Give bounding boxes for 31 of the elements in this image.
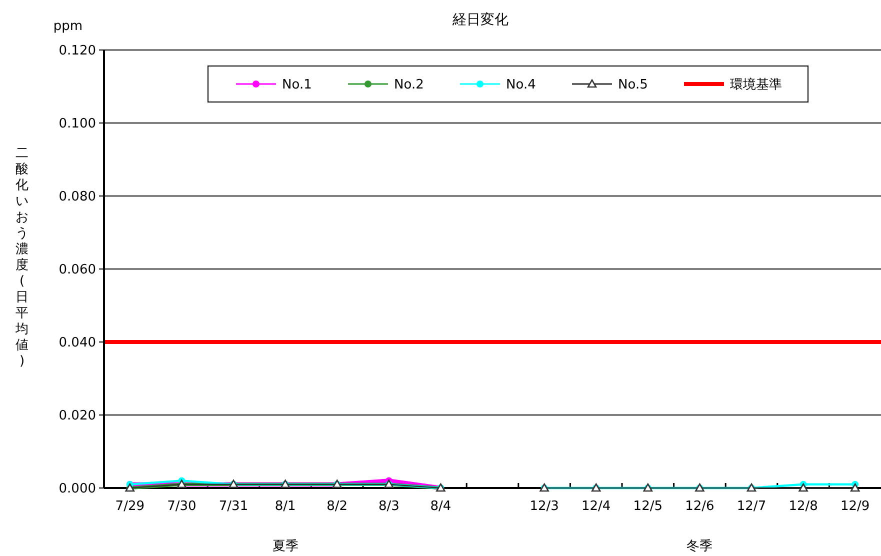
x-tick-label: 12/8 [788, 499, 818, 514]
x-tick-label: 8/1 [274, 499, 296, 514]
x-tick-label: 8/3 [378, 499, 400, 514]
text: 夏季 [272, 539, 298, 554]
x-tick-label: 7/29 [115, 499, 144, 514]
chart-title: 経日変化 [452, 12, 508, 28]
x-tick-label: 8/2 [326, 499, 348, 514]
legend-label: No.1 [282, 78, 312, 93]
y-tick-label: 0.060 [58, 262, 96, 278]
y-tick-label: 0.120 [58, 44, 96, 59]
x-tick-label: 12/6 [685, 499, 714, 514]
y-tick-label: 0.080 [58, 190, 96, 205]
y-tick-label: 0.040 [58, 336, 96, 351]
legend-label: No.5 [618, 78, 648, 93]
legend-label: No.2 [394, 78, 424, 93]
legend-label: 環境基準 [730, 76, 782, 93]
x-tick-label: 7/31 [218, 499, 248, 514]
y-tick-label: 0.020 [58, 408, 96, 424]
legend-label: No.4 [506, 78, 536, 93]
text: 二酸化いおう濃度(日平均値) [16, 146, 28, 369]
x-tick-label: 12/9 [840, 499, 870, 514]
x-tick-label: 12/7 [736, 499, 766, 514]
text: 冬季 [686, 539, 713, 554]
y-tick-label: 0.100 [58, 116, 96, 132]
x-tick-label: 8/4 [430, 499, 452, 514]
y-tick-label: 0.000 [58, 482, 96, 497]
x-tick-label: 12/3 [530, 499, 559, 514]
x-tick-label: 12/4 [582, 499, 611, 514]
text: ppm [53, 19, 83, 34]
x-tick-label: 7/30 [167, 499, 196, 514]
x-tick-label: 12/5 [633, 499, 662, 514]
